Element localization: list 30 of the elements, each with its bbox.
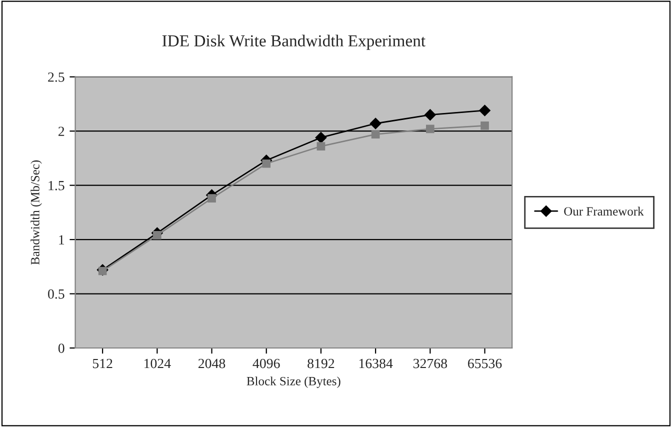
legend-label: Our Framework [564,206,644,216]
x-axis-title: Block Size (Bytes) [246,376,340,388]
x-tick-label: 4096 [252,358,280,368]
point [208,194,216,202]
point [424,109,436,120]
point [371,130,380,139]
x-tick-label: 8192 [308,358,334,368]
y-axis-title: Bandwidth (Mb/Sec) [30,160,42,265]
x-tick-label: 16384 [359,358,393,368]
chart-title: IDE Disk Write Bandwidth Experiment [162,34,426,50]
point [480,122,489,130]
point [370,118,382,130]
y-tick-label: 1 [59,235,64,244]
y-tick-label: 0 [58,344,64,353]
point [152,231,162,240]
point [262,159,271,168]
x-tick-label: 32768 [413,358,447,368]
x-tick-label: 65536 [468,358,502,368]
y-tick-label: 2 [58,126,64,136]
point [98,266,107,276]
point [316,142,326,150]
point [426,124,434,134]
x-tick-label: 1024 [144,358,171,368]
y-tick-label: 0.5 [48,289,64,299]
x-tick-label: 512 [92,358,112,368]
point [315,132,327,144]
y-tick-label: 1.5 [48,180,64,190]
point [479,104,490,116]
x-tick-label: 2048 [198,358,226,368]
y-tick-label: 2.5 [48,72,64,82]
